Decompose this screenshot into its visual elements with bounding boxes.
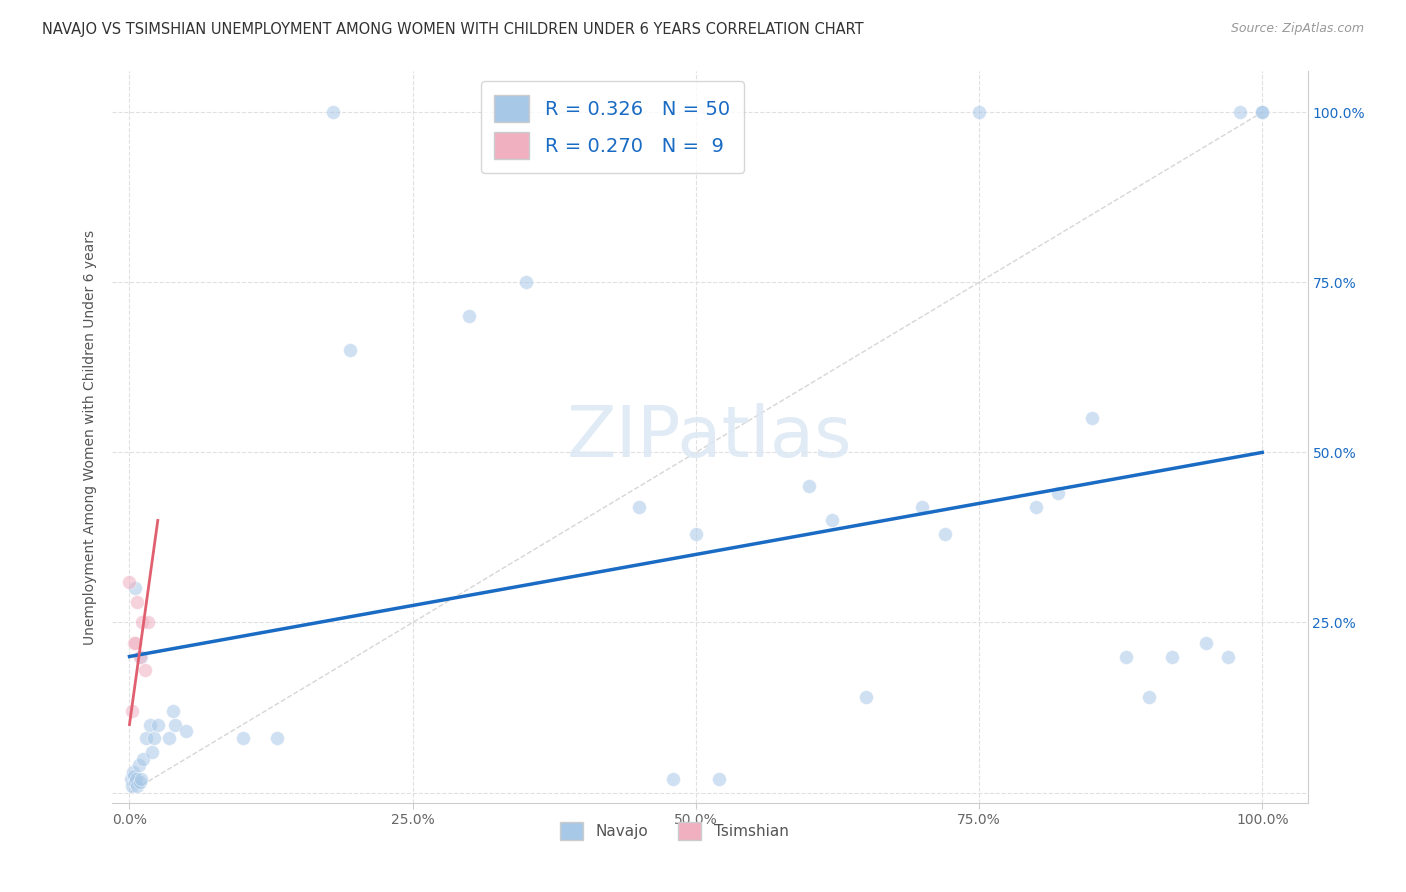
Point <box>1160 649 1182 664</box>
Point <box>1025 500 1047 514</box>
Point <box>685 527 707 541</box>
Point <box>146 717 169 731</box>
Point <box>628 500 651 514</box>
Point <box>135 731 157 746</box>
Point <box>339 343 361 358</box>
Point <box>662 772 685 786</box>
Point <box>266 731 288 746</box>
Point <box>157 731 180 746</box>
Point <box>121 779 143 793</box>
Point <box>1194 636 1216 650</box>
Point <box>132 751 155 765</box>
Point <box>1081 411 1104 425</box>
Point <box>122 765 145 780</box>
Point <box>1251 105 1274 120</box>
Point <box>458 310 481 324</box>
Point <box>128 649 150 664</box>
Point <box>1229 105 1251 120</box>
Point <box>322 105 344 120</box>
Point <box>128 775 150 789</box>
Point <box>129 772 152 786</box>
Point <box>515 275 537 289</box>
Point <box>707 772 730 786</box>
Point <box>127 595 149 609</box>
Point <box>1251 105 1274 120</box>
Point <box>141 745 163 759</box>
Point <box>134 663 156 677</box>
Point <box>122 636 145 650</box>
Text: ZIPatlas: ZIPatlas <box>567 402 853 472</box>
Point <box>129 649 152 664</box>
Point <box>136 615 159 630</box>
Point <box>967 105 990 120</box>
Point <box>122 768 145 782</box>
Legend: Navajo, Tsimshian: Navajo, Tsimshian <box>554 815 794 847</box>
Point <box>124 582 146 596</box>
Point <box>911 500 934 514</box>
Point <box>821 513 844 527</box>
Point <box>118 574 141 589</box>
Point <box>131 615 153 630</box>
Point <box>124 775 146 789</box>
Point <box>139 717 162 731</box>
Point <box>143 731 166 746</box>
Point <box>127 779 149 793</box>
Point <box>1218 649 1240 664</box>
Point <box>162 704 184 718</box>
Point <box>1047 486 1070 500</box>
Point <box>797 479 820 493</box>
Text: Source: ZipAtlas.com: Source: ZipAtlas.com <box>1230 22 1364 36</box>
Point <box>121 704 143 718</box>
Point <box>1115 649 1137 664</box>
Point <box>855 690 877 705</box>
Y-axis label: Unemployment Among Women with Children Under 6 years: Unemployment Among Women with Children U… <box>83 229 97 645</box>
Text: NAVAJO VS TSIMSHIAN UNEMPLOYMENT AMONG WOMEN WITH CHILDREN UNDER 6 YEARS CORRELA: NAVAJO VS TSIMSHIAN UNEMPLOYMENT AMONG W… <box>42 22 863 37</box>
Point <box>232 731 254 746</box>
Point <box>120 772 142 786</box>
Point <box>934 527 956 541</box>
Point <box>124 636 146 650</box>
Point <box>1137 690 1160 705</box>
Point <box>128 758 150 772</box>
Point <box>125 772 148 786</box>
Point <box>163 717 186 731</box>
Point <box>174 724 197 739</box>
